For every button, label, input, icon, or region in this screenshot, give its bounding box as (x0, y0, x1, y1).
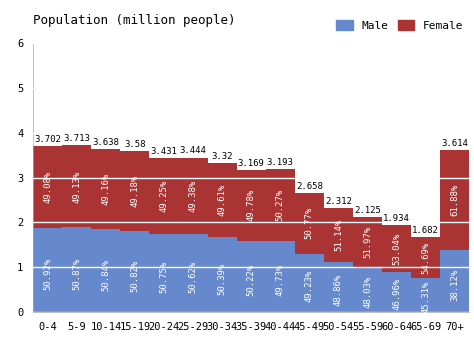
Text: 1.934: 1.934 (383, 214, 410, 223)
Bar (382, 272, 411, 312)
Bar (33, 146, 62, 228)
Text: 49.61%: 49.61% (218, 184, 227, 216)
Bar (91, 149, 120, 229)
Bar (62, 228, 91, 312)
Text: 45.31%: 45.31% (421, 281, 430, 313)
Bar (120, 152, 149, 231)
Bar (266, 169, 295, 241)
Text: 3.193: 3.193 (267, 158, 294, 166)
Text: 3.702: 3.702 (34, 135, 61, 144)
Text: 50.77%: 50.77% (305, 207, 314, 239)
Bar (440, 250, 469, 312)
Text: 50.27%: 50.27% (276, 189, 285, 221)
Text: 3.58: 3.58 (124, 140, 146, 149)
Bar (208, 163, 237, 237)
Text: 50.92%: 50.92% (43, 258, 52, 290)
Text: 50.75%: 50.75% (160, 261, 168, 293)
Bar (324, 208, 353, 262)
Text: 49.38%: 49.38% (189, 180, 198, 212)
Bar (295, 253, 324, 312)
Bar (120, 231, 149, 312)
Text: 49.25%: 49.25% (160, 180, 168, 212)
Text: 49.23%: 49.23% (305, 270, 314, 302)
Bar (208, 237, 237, 312)
Bar (179, 234, 208, 312)
Bar (411, 237, 440, 278)
Text: 49.73%: 49.73% (276, 264, 285, 296)
Bar (295, 193, 324, 253)
Bar (353, 267, 382, 312)
Text: 53.04%: 53.04% (392, 233, 401, 264)
Bar (324, 262, 353, 312)
Bar (149, 158, 179, 234)
Text: 49.08%: 49.08% (43, 171, 52, 203)
Text: 50.87%: 50.87% (73, 258, 81, 290)
Text: 3.713: 3.713 (64, 134, 90, 143)
Text: 50.39%: 50.39% (218, 262, 227, 295)
Text: 48.86%: 48.86% (334, 273, 343, 306)
Text: 49.16%: 49.16% (101, 173, 110, 205)
Text: 3.431: 3.431 (151, 147, 177, 156)
Text: 49.78%: 49.78% (247, 189, 255, 222)
Bar (149, 234, 179, 312)
Text: 1.682: 1.682 (412, 225, 439, 235)
Bar (382, 225, 411, 272)
Text: 61.88%: 61.88% (450, 184, 459, 216)
Text: 3.169: 3.169 (238, 159, 264, 168)
Text: 3.444: 3.444 (180, 146, 207, 155)
Bar (411, 278, 440, 312)
Text: 50.84%: 50.84% (101, 259, 110, 291)
Text: 50.22%: 50.22% (247, 264, 255, 296)
Text: 46.96%: 46.96% (392, 278, 401, 310)
Bar (33, 228, 62, 312)
Text: 51.14%: 51.14% (334, 219, 343, 251)
Text: 3.638: 3.638 (92, 138, 119, 147)
Bar (62, 146, 91, 228)
Bar (91, 229, 120, 312)
Text: 50.82%: 50.82% (130, 260, 139, 292)
Text: 3.614: 3.614 (441, 139, 468, 148)
Bar (353, 217, 382, 267)
Text: 2.125: 2.125 (354, 206, 381, 214)
Bar (237, 241, 266, 312)
Bar (179, 158, 208, 234)
Legend: Male, Female: Male, Female (332, 16, 468, 36)
Text: 50.62%: 50.62% (189, 261, 198, 293)
Text: 54.69%: 54.69% (421, 241, 430, 274)
Text: 49.18%: 49.18% (130, 175, 139, 207)
Bar (440, 150, 469, 250)
Text: 49.13%: 49.13% (73, 170, 81, 203)
Text: 3.32: 3.32 (211, 152, 233, 161)
Bar (237, 170, 266, 241)
Text: Population (million people): Population (million people) (33, 14, 236, 27)
Text: 2.658: 2.658 (296, 182, 323, 191)
Text: 38.12%: 38.12% (450, 268, 459, 301)
Text: 51.97%: 51.97% (363, 225, 372, 258)
Text: 48.03%: 48.03% (363, 275, 372, 308)
Bar (266, 241, 295, 312)
Text: 2.312: 2.312 (325, 197, 352, 206)
